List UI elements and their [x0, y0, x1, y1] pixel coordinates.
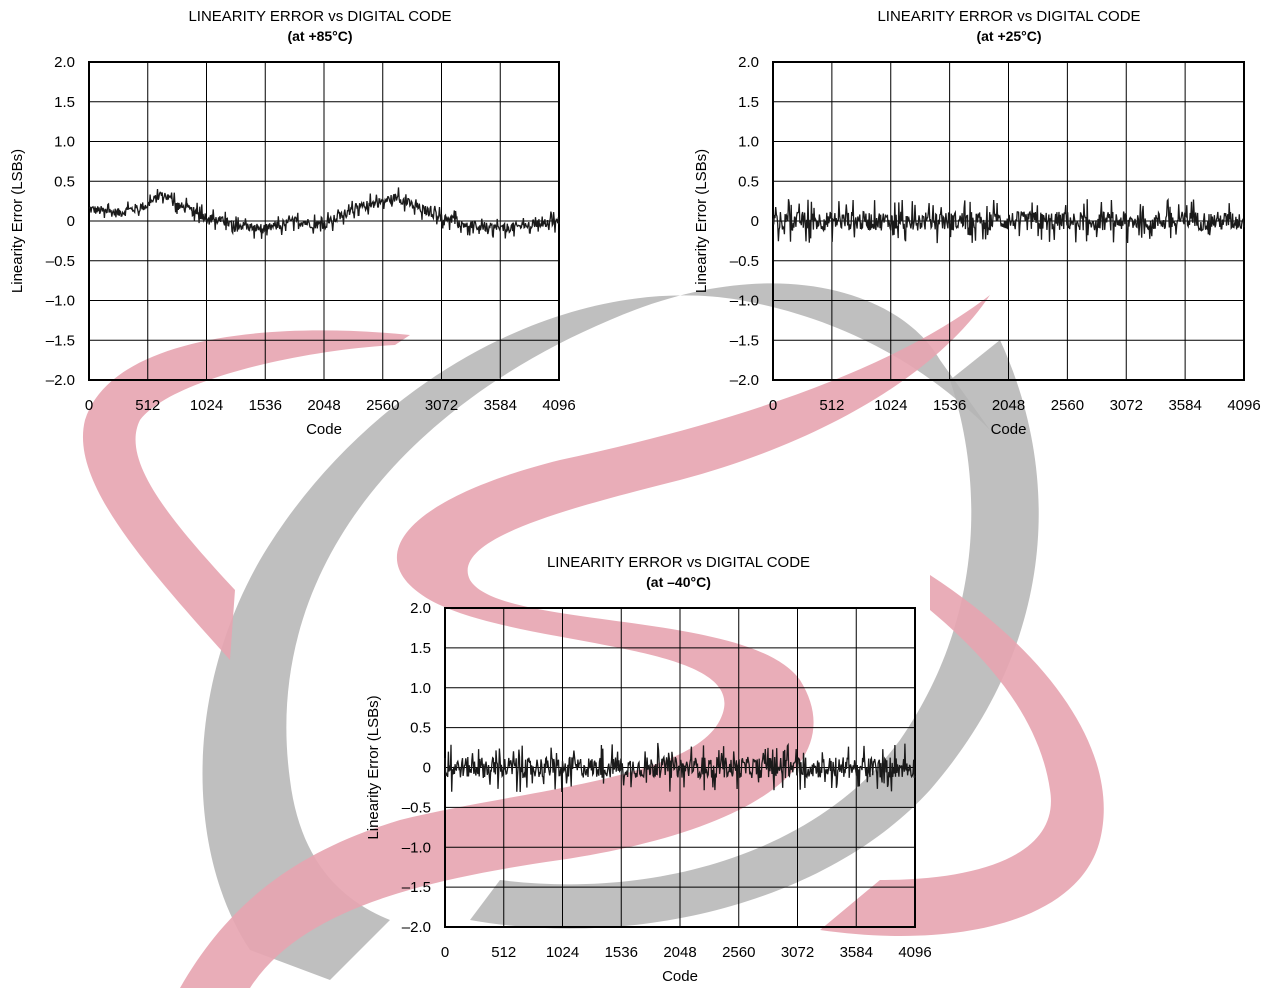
- chart-minus40c: LINEARITY ERROR vs DIGITAL CODE (at –40°…: [356, 550, 956, 988]
- y-axis-label: Linearity Error (LSBs): [9, 149, 26, 293]
- x-tick-label: 2560: [366, 397, 399, 414]
- y-tick-label: –1.5: [730, 332, 759, 349]
- series-line: [88, 187, 560, 239]
- watermark-red-swoosh-2: [180, 295, 990, 988]
- x-tick-label: 1024: [874, 397, 907, 414]
- chart-plot: 0 512 1024 1536 2048 2560 3072 3584 4096 2.0 1.5 1.…: [365, 600, 932, 985]
- y-tick-label: –1.0: [402, 839, 431, 856]
- y-tick-label: –2.0: [46, 372, 75, 389]
- chart-25c: LINEARITY ERROR vs DIGITAL CODE (at +25°…: [684, 4, 1280, 444]
- y-tick-label: 1.0: [738, 134, 759, 151]
- x-tick-label: 3072: [781, 944, 814, 961]
- x-tick-label: 512: [135, 397, 160, 414]
- x-tick-label: 3584: [1168, 397, 1201, 414]
- y-tick-label: –1.0: [46, 293, 75, 310]
- y-tick-label: 0: [67, 213, 75, 230]
- chart-85c: LINEARITY ERROR vs DIGITAL CODE (at +85°…: [0, 4, 600, 444]
- chart-subtitle: (at –40°C): [646, 574, 711, 590]
- x-tick-label: 1024: [546, 944, 579, 961]
- y-tick-label: 1.5: [738, 94, 759, 111]
- x-tick-label: 3584: [484, 397, 517, 414]
- y-tick-label: 1.0: [54, 134, 75, 151]
- x-tick-label: 0: [441, 944, 449, 961]
- x-tick-label: 1536: [605, 944, 638, 961]
- x-tick-label: 2560: [1051, 397, 1084, 414]
- chart-title: LINEARITY ERROR vs DIGITAL CODE: [188, 8, 452, 25]
- x-axis-label: Code: [991, 421, 1027, 438]
- chart-title: LINEARITY ERROR vs DIGITAL CODE: [877, 8, 1141, 25]
- y-tick-label: 2.0: [410, 600, 431, 617]
- y-tick-label: 0.5: [54, 173, 75, 190]
- x-tick-label: 4096: [542, 397, 575, 414]
- watermark-red-swoosh-3: [820, 575, 1104, 936]
- x-tick-label: 1024: [190, 397, 223, 414]
- x-tick-label: 4096: [898, 944, 931, 961]
- x-tick-label: 2048: [992, 397, 1025, 414]
- x-tick-label: 2048: [663, 944, 696, 961]
- y-tick-label: –1.5: [46, 332, 75, 349]
- x-tick-label: 512: [491, 944, 516, 961]
- y-axis-label: Linearity Error (LSBs): [365, 695, 382, 839]
- y-tick-label: –0.5: [730, 253, 759, 270]
- y-tick-label: –1.5: [402, 879, 431, 896]
- x-tick-label: 0: [769, 397, 777, 414]
- chart-plot: 0 512 1024 1536 2048 2560 3072 3584 4096 2.0 1.5 1.…: [693, 54, 1261, 438]
- y-tick-label: 0.5: [410, 720, 431, 737]
- y-tick-label: 0: [751, 213, 759, 230]
- watermark-gray-arc-2: [470, 340, 1039, 929]
- y-tick-label: 2.0: [54, 54, 75, 71]
- x-tick-label: 3584: [840, 944, 873, 961]
- chart-subtitle: (at +25°C): [976, 28, 1042, 44]
- x-tick-label: 3072: [1110, 397, 1143, 414]
- watermark-red-swoosh: [82, 330, 411, 660]
- x-tick-label: 1536: [249, 397, 282, 414]
- chart-subtitle: (at +85°C): [287, 28, 353, 44]
- y-axis-label: Linearity Error (LSBs): [693, 149, 710, 293]
- y-tick-label: –0.5: [402, 799, 431, 816]
- x-tick-label: 2560: [722, 944, 755, 961]
- y-tick-label: –1.0: [730, 293, 759, 310]
- chart-plot: 0 512 1024 1536 2048 2560 3072 3584 4096 2.0 1.5 1.…: [9, 54, 576, 438]
- chart-title: LINEARITY ERROR vs DIGITAL CODE: [546, 554, 811, 571]
- x-tick-label: 1536: [933, 397, 966, 414]
- series-line: [444, 742, 916, 793]
- x-tick-label: 512: [819, 397, 844, 414]
- y-tick-label: –2.0: [730, 372, 759, 389]
- y-tick-label: 1.5: [410, 640, 431, 657]
- x-axis-label: Code: [306, 421, 342, 438]
- y-tick-label: 1.0: [410, 680, 431, 697]
- watermark-gray-arc: [202, 283, 990, 981]
- y-tick-label: –2.0: [402, 919, 431, 936]
- x-tick-label: 2048: [307, 397, 340, 414]
- y-tick-label: 2.0: [738, 54, 759, 71]
- x-axis-label: Code: [662, 968, 698, 985]
- x-tick-label: 4096: [1227, 397, 1260, 414]
- x-tick-label: 3072: [425, 397, 458, 414]
- y-tick-label: –0.5: [46, 253, 75, 270]
- y-tick-label: 0: [423, 760, 431, 777]
- y-tick-label: 1.5: [54, 94, 75, 111]
- y-tick-label: 0.5: [738, 173, 759, 190]
- series-line: [772, 197, 1245, 244]
- x-tick-label: 0: [85, 397, 93, 414]
